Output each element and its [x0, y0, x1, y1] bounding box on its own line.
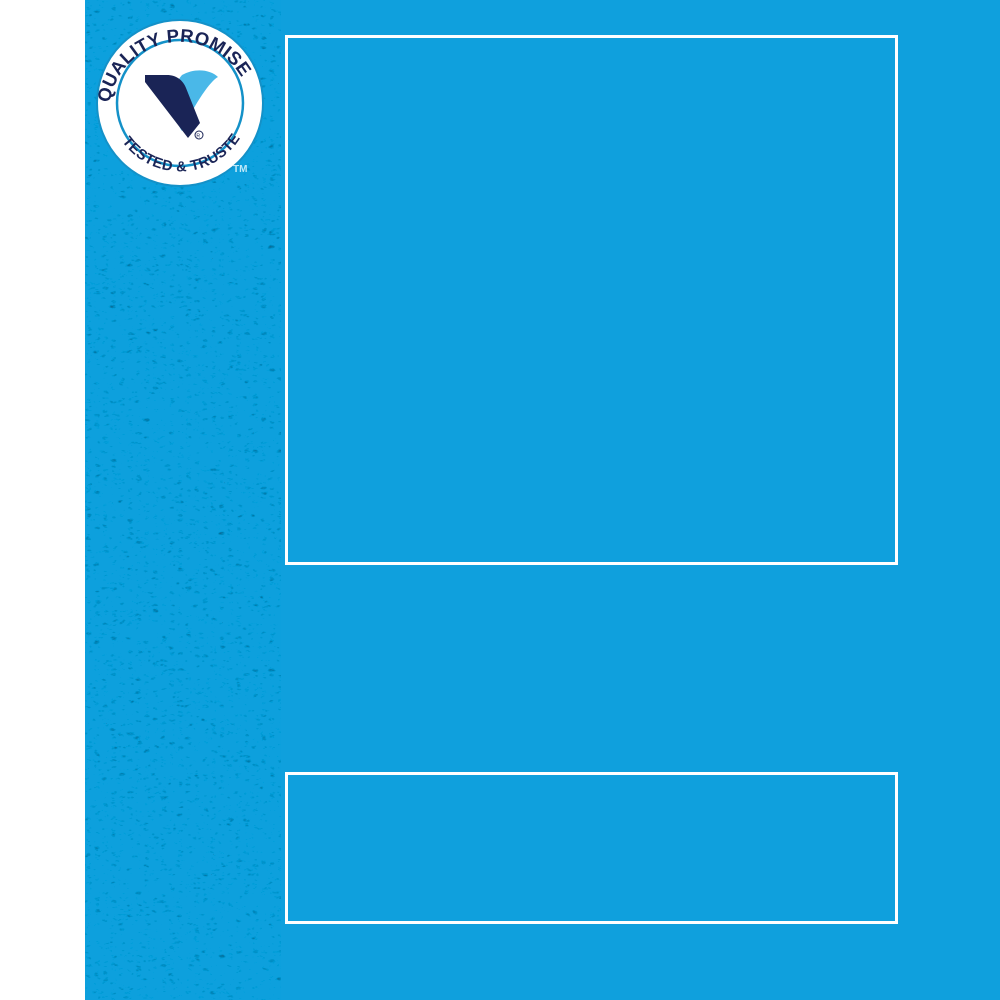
svg-text:R: R — [196, 133, 200, 139]
svg-text:TM: TM — [233, 164, 247, 175]
